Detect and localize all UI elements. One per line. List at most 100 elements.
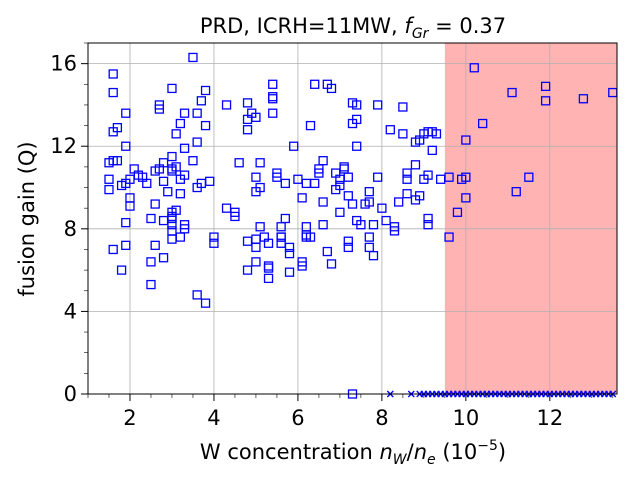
data-point-square <box>200 298 211 308</box>
data-point-square <box>242 125 253 135</box>
data-point-square <box>108 69 118 79</box>
data-point-square <box>192 137 202 147</box>
data-point-square <box>255 222 265 232</box>
data-point-square <box>335 207 345 217</box>
data-point-square <box>179 170 190 180</box>
data-point-square <box>167 151 177 162</box>
data-point-square <box>121 217 131 228</box>
data-point-square <box>158 176 169 186</box>
data-point-square <box>280 213 290 224</box>
x-tick-label: 4 <box>207 406 220 430</box>
data-point-square <box>230 207 240 217</box>
data-point-square <box>268 94 278 104</box>
data-point-square <box>461 172 471 182</box>
data-point-square <box>402 168 412 178</box>
data-point-square <box>402 174 412 184</box>
data-point-square <box>284 267 295 277</box>
data-markers <box>104 52 618 399</box>
data-point-square <box>452 207 463 217</box>
data-point-square <box>356 220 366 230</box>
plot-frame <box>87 42 618 395</box>
data-point-square <box>276 232 286 242</box>
x-axis-label: W concentration nW/ne (10−5) <box>200 438 506 468</box>
data-point-square <box>398 102 408 112</box>
data-point-square <box>415 191 425 201</box>
data-point-square <box>310 79 320 89</box>
data-point-square <box>343 242 353 253</box>
data-point-square <box>540 96 551 106</box>
data-point-square <box>200 85 211 96</box>
data-point-square <box>121 108 131 118</box>
data-point-square <box>578 94 589 104</box>
data-point-square <box>116 265 127 275</box>
data-point-square <box>461 193 471 203</box>
y-tick-label: 12 <box>50 134 77 158</box>
data-point-square <box>305 120 316 131</box>
data-point-square <box>171 129 181 139</box>
data-point-square <box>171 205 181 215</box>
data-point-square <box>511 187 521 197</box>
x-tick-label: 2 <box>123 406 136 430</box>
data-point-square <box>146 213 156 224</box>
data-point-square <box>423 170 433 180</box>
data-point-square <box>251 257 261 267</box>
data-point-square <box>289 141 299 151</box>
data-point-square <box>410 160 421 170</box>
data-point-square <box>540 81 551 92</box>
data-point-square <box>444 172 454 182</box>
data-point-square <box>326 83 337 94</box>
data-point-square <box>326 259 337 269</box>
data-point-square <box>431 129 442 139</box>
data-point-square <box>335 180 345 191</box>
y-tick-label: 0 <box>64 382 77 406</box>
data-point-square <box>381 215 391 226</box>
data-point-square <box>284 242 295 253</box>
data-point-square <box>242 98 253 108</box>
data-point-square <box>368 220 379 230</box>
data-point-square <box>297 261 307 271</box>
data-point-square <box>196 96 207 106</box>
data-point-square <box>444 232 454 242</box>
data-point-square <box>268 108 278 118</box>
data-point-square <box>343 172 353 182</box>
data-point-square <box>524 172 534 182</box>
data-point-square <box>394 197 404 207</box>
data-point-square <box>297 193 307 203</box>
data-point-square <box>234 158 244 168</box>
data-point-square <box>167 234 177 244</box>
data-point-square <box>175 189 186 199</box>
data-point-square <box>209 232 219 242</box>
data-point-square <box>314 168 324 178</box>
data-point-square <box>301 232 311 242</box>
x-tick-label: 6 <box>291 406 304 430</box>
data-point-square <box>364 232 374 242</box>
data-point-square <box>167 83 177 94</box>
data-point-square <box>150 199 160 209</box>
data-point-square <box>507 87 517 98</box>
data-point-square <box>251 172 261 182</box>
data-point-square <box>339 162 349 172</box>
data-point-square <box>263 273 274 284</box>
data-point-square <box>322 246 332 257</box>
data-point-square <box>478 118 488 129</box>
data-point-square <box>255 182 265 193</box>
data-point-square <box>188 52 198 63</box>
data-point-square <box>200 120 211 131</box>
data-point-square <box>423 220 433 230</box>
data-point-square <box>112 156 123 166</box>
data-point-square <box>192 290 202 300</box>
data-point-square <box>196 178 207 189</box>
data-point-square <box>242 265 253 275</box>
data-point-square <box>318 156 328 166</box>
data-point-square <box>373 172 383 182</box>
data-point-square <box>179 143 190 153</box>
data-point-square <box>163 187 173 197</box>
data-point-square <box>280 178 290 189</box>
data-point-square <box>251 242 261 253</box>
data-point-square <box>373 100 383 110</box>
data-point-square <box>352 114 362 125</box>
axis-ticks: 2 4 6 8 10 12 0 4 8 12 16 <box>50 42 614 430</box>
data-point-square <box>108 87 118 98</box>
chart-title: PRD, ICRH=11MW, fGr = 0.37 <box>200 14 506 42</box>
data-point-square <box>272 168 282 178</box>
